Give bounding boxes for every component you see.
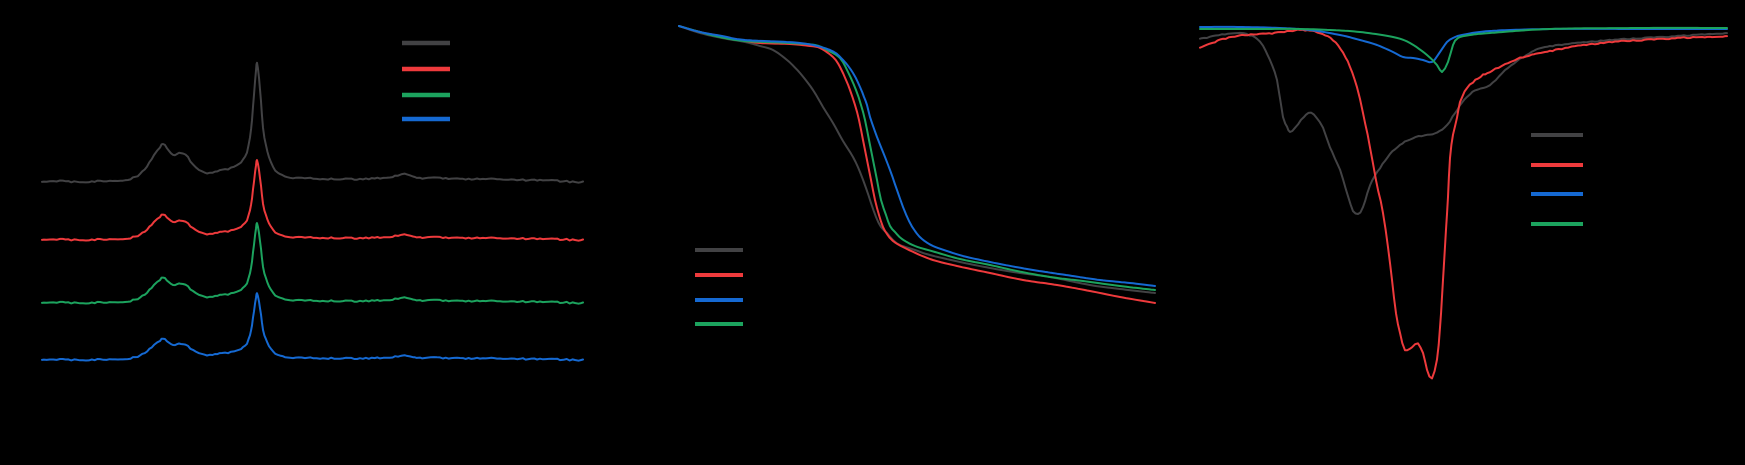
right-panel-legend xyxy=(1531,133,1583,226)
middle-panel-series-blue xyxy=(678,25,1156,287)
middle-panel-series-gray xyxy=(678,25,1156,294)
right-panel-series-green xyxy=(1199,26,1728,73)
left-panel-series-blue xyxy=(41,292,584,362)
left-panel-series-green xyxy=(41,222,584,305)
middle-panel xyxy=(678,25,1156,326)
right-panel xyxy=(1199,25,1728,380)
left-panel-legend xyxy=(402,40,450,122)
middle-panel-legend xyxy=(695,248,743,326)
right-panel-series-red xyxy=(1199,28,1728,380)
middle-panel-series-red xyxy=(678,25,1156,304)
left-panel xyxy=(41,40,584,362)
right-panel-series-gray xyxy=(1199,31,1728,215)
left-panel-series-gray xyxy=(41,61,584,184)
left-panel-series-red xyxy=(41,159,584,242)
